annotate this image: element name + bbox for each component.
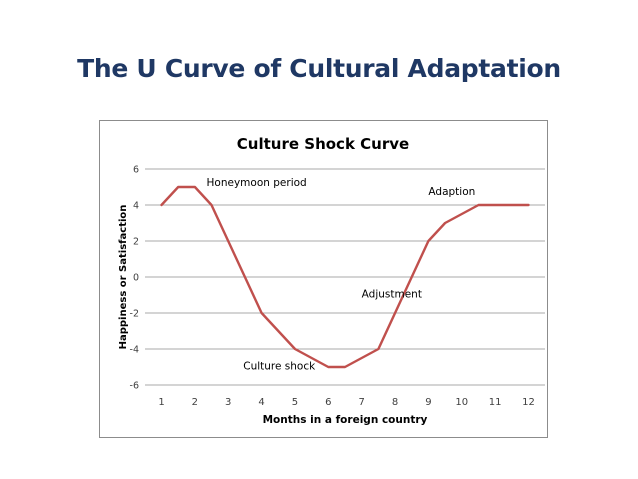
y-tick-labels: -6 -4 -2 0 2 4 6: [130, 165, 139, 392]
x-tick-label: 2: [192, 397, 198, 408]
x-tick-label: 6: [325, 397, 331, 408]
annotation-label: Adaption: [428, 186, 475, 198]
annotations: Honeymoon period Adaption Adjustment Cultur…: [207, 177, 476, 373]
x-axis-label: Months in a foreign country: [263, 414, 428, 426]
y-tick-label: 2: [133, 237, 139, 248]
series-layer: [160, 185, 530, 369]
y-tick-label: 4: [133, 201, 139, 212]
x-tick-labels: 1 2 3 4 5 6 7 8 9 10 11 12: [158, 397, 535, 408]
y-tick-label: -6: [130, 381, 139, 392]
annotation-label: Culture shock: [243, 361, 316, 373]
annotation-label: Honeymoon period: [207, 177, 307, 189]
chart-title: Culture Shock Curve: [237, 135, 409, 153]
x-tick-label: 1: [158, 397, 164, 408]
annotation-label: Adjustment: [362, 289, 422, 301]
y-tick-label: 6: [133, 165, 139, 176]
y-axis-label: Happiness or Satisfaction: [118, 205, 129, 350]
x-tick-label: 11: [489, 397, 502, 408]
x-tick-label: 5: [292, 397, 298, 408]
slide-title: The U Curve of Cultural Adaptation: [77, 54, 561, 83]
x-tick-label: 4: [258, 397, 264, 408]
x-tick-label: 9: [425, 397, 431, 408]
y-tick-label: -4: [130, 345, 139, 356]
x-tick-label: 8: [392, 397, 398, 408]
y-tick-label: -2: [130, 309, 139, 320]
x-tick-label: 10: [455, 397, 468, 408]
y-tick-label: 0: [133, 273, 139, 284]
x-tick-label: 7: [358, 397, 364, 408]
x-tick-label: 3: [225, 397, 231, 408]
x-tick-label: 12: [522, 397, 535, 408]
grid-lines: [145, 168, 545, 386]
series-line-0: [160, 185, 530, 369]
